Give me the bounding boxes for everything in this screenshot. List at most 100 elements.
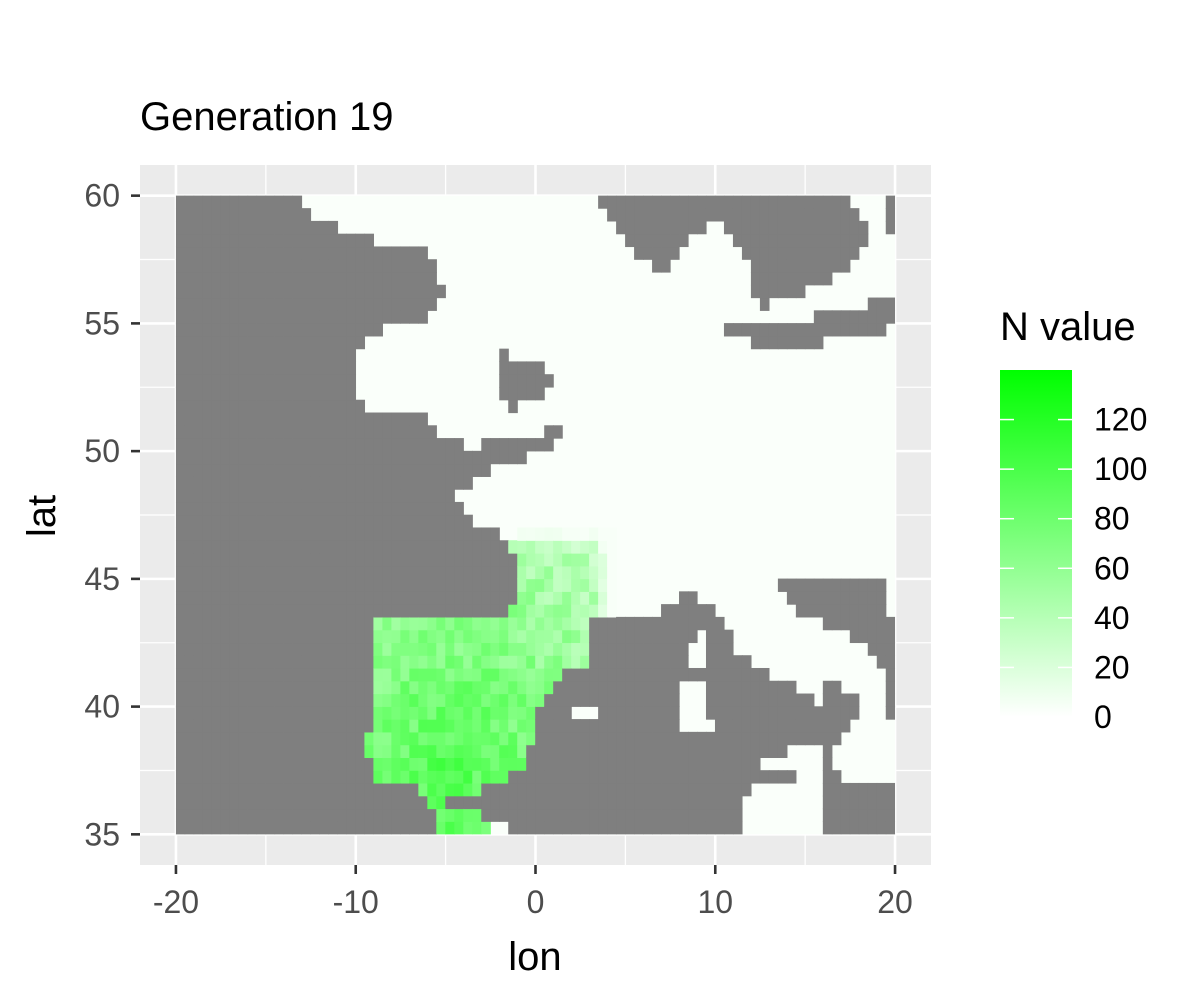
n-value-cell [418,744,428,759]
sea-cell [732,744,743,759]
sea-cell [652,782,662,797]
sea-cell [310,374,321,388]
sea-cell [220,310,231,324]
sea-cell [211,271,222,286]
sea-cell [714,642,725,656]
sea-cell [247,578,258,592]
sea-cell [202,233,213,248]
sea-cell [589,744,599,759]
sea-cell [696,220,707,235]
n-value-cell [373,629,383,644]
sea-cell [562,731,572,746]
n-value-cell [463,731,473,746]
sea-cell [400,565,410,580]
sea-cell [256,284,267,299]
sea-cell [229,782,240,797]
sea-cell [319,297,330,311]
sea-cell [229,604,240,618]
sea-cell [688,667,698,682]
sea-cell [822,706,833,720]
sea-cell [247,450,258,465]
sea-cell [840,310,851,324]
sea-cell [391,795,401,810]
sea-cell [409,246,419,260]
sea-cell [382,795,392,810]
sea-cell [193,565,204,580]
sea-cell [858,808,869,822]
sea-cell [265,310,276,324]
sea-cell [193,425,204,439]
sea-cell [625,731,635,746]
sea-cell [247,770,258,784]
sea-cell [364,642,375,656]
sea-cell [607,693,617,707]
sea-cell [688,591,698,605]
n-value-cell [562,591,572,605]
sea-cell [355,706,366,720]
sea-cell [391,450,401,465]
n-value-cell [472,616,482,631]
sea-cell [319,271,330,286]
sea-cell [885,616,896,631]
sea-cell [202,808,213,822]
n-value-cell [400,719,410,733]
sea-cell [256,489,267,503]
sea-cell [238,770,249,784]
sea-cell [517,821,527,835]
sea-cell [202,757,213,771]
sea-cell [679,770,689,784]
sea-cell [786,246,797,260]
sea-cell [337,527,348,541]
sea-cell [328,706,339,720]
n-value-cell [490,731,500,746]
sea-cell [229,667,240,682]
sea-cell [616,808,626,822]
n-value-cell [481,821,491,835]
sea-cell [301,438,312,452]
sea-cell [741,719,752,733]
sea-cell [589,770,599,784]
sea-cell [679,195,689,209]
sea-cell [193,527,204,541]
n-value-cell [463,642,473,656]
sea-cell [535,757,545,771]
sea-cell [193,450,204,465]
sea-cell [849,616,860,631]
sea-cell [598,731,608,746]
sea-cell [301,808,312,822]
sea-cell [355,591,366,605]
sea-cell [472,795,482,810]
n-value-cell [481,770,491,784]
sea-cell [310,386,321,401]
n-value-cell [607,527,617,541]
sea-cell [328,527,339,541]
n-value-cell [562,604,572,618]
sea-cell [867,578,878,592]
sea-cell [310,361,321,375]
sea-cell [310,233,321,248]
sea-cell [741,323,752,337]
sea-cell [292,220,303,235]
n-value-cell [400,706,410,720]
sea-cell [759,246,770,260]
x-axis: -20 -10 0 10 20 [153,865,913,920]
sea-cell [301,604,312,618]
sea-cell [849,821,860,835]
sea-cell [247,259,258,273]
sea-cell [292,425,303,439]
sea-cell [193,540,204,554]
sea-cell [382,565,392,580]
sea-cell [364,578,375,592]
n-value-cell [490,706,500,720]
sea-cell [193,284,204,299]
sea-cell [337,399,348,414]
sea-cell [616,655,626,669]
sea-cell [301,450,312,465]
sea-cell [274,591,285,605]
sea-cell [409,450,419,465]
n-value-cell [463,782,473,797]
sea-cell [328,297,339,311]
sea-cell [400,246,410,260]
sea-cell [643,782,653,797]
